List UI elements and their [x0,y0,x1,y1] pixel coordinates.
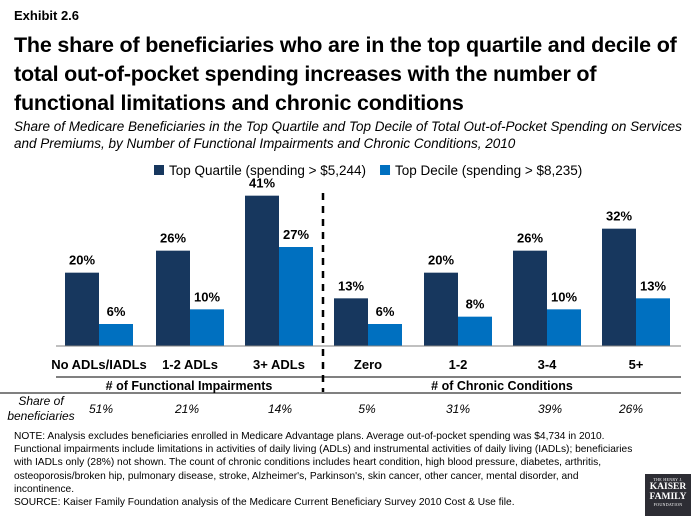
category-label-5: 1-2 [449,357,468,372]
bar-quartile-7 [602,228,636,346]
share-value-3: 14% [268,402,292,416]
bar-quartile-2 [156,250,190,346]
data-label-quartile-6: 26% [517,231,543,246]
data-label-decile-5: 8% [466,297,485,312]
category-label-4: Zero [354,357,382,372]
category-label-6: 3-4 [538,357,558,372]
data-label-quartile-5: 20% [428,253,454,268]
share-value-2: 21% [174,402,199,416]
category-label-2: 1-2 ADLs [162,357,218,372]
legend-swatch-2 [380,165,391,175]
note-text: NOTE: Analysis excludes beneficiaries en… [14,431,633,495]
footnote: NOTE: Analysis excludes beneficiaries en… [14,430,636,509]
exhibit-label: Exhibit 2.6 [14,8,80,23]
share-value-7: 26% [618,402,643,416]
bar-quartile-6 [513,250,547,346]
legend-swatch-1 [154,165,164,175]
bar-quartile-5 [424,272,458,346]
bar-decile-3 [279,247,313,346]
share-value-4: 5% [358,402,376,416]
legend-label-1: Top Quartile (spending > $5,244) [169,163,366,178]
data-label-quartile-3: 41% [249,176,275,191]
kff-logo: THE HENRY J. KAISER FAMILY FOUNDATION [645,474,691,516]
data-label-decile-6: 10% [551,289,577,304]
category-label-7: 5+ [629,357,644,372]
data-label-quartile-1: 20% [69,253,95,268]
bar-decile-4 [368,324,402,346]
group-label-2: # of Chronic Conditions [431,379,573,393]
data-label-quartile-4: 13% [338,278,364,293]
bar-decile-7 [636,298,670,346]
share-value-1: 51% [89,402,113,416]
bar-decile-2 [190,309,224,346]
bar-chart: Top Quartile (spending > $5,244) Top Deci… [0,163,681,416]
bar-decile-6 [547,309,581,346]
data-label-decile-2: 10% [194,289,220,304]
category-label-1: No ADLs/IADLs [51,357,147,372]
share-value-6: 39% [538,402,562,416]
category-label-3: 3+ ADLs [253,357,305,372]
source-text: SOURCE: Kaiser Family Foundation analysi… [14,497,515,509]
bar-decile-5 [458,316,492,346]
bar-quartile-1 [65,272,99,346]
data-label-decile-3: 27% [283,227,309,242]
legend-label-2: Top Decile (spending > $8,235) [395,163,582,178]
share-row-label: Share of beneficiaries [7,394,75,423]
group-label-1: # of Functional Impairments [106,379,273,393]
data-label-decile-7: 13% [640,278,666,293]
share-value-5: 31% [446,402,470,416]
chart-subtitle: Share of Medicare Beneficiaries in the T… [14,119,682,151]
data-label-quartile-2: 26% [160,231,186,246]
data-label-decile-1: 6% [107,304,126,319]
data-label-quartile-7: 32% [606,209,632,224]
bar-decile-1 [99,324,133,346]
data-label-decile-4: 6% [376,304,395,319]
chart-title: The share of beneficiaries who are in th… [14,33,677,115]
bar-quartile-4 [334,298,368,346]
bar-quartile-3 [245,195,279,346]
